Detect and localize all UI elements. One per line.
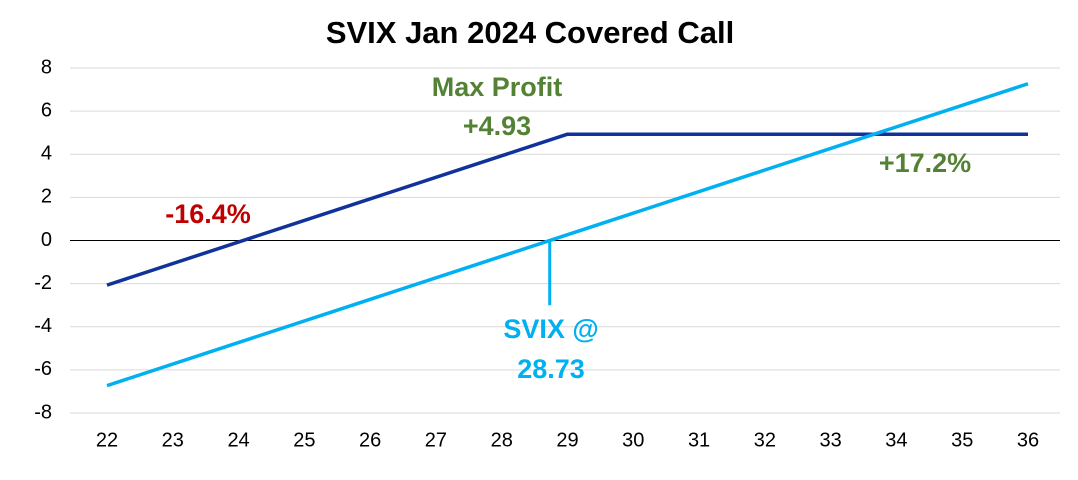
chart-title: SVIX Jan 2024 Covered Call: [326, 15, 734, 50]
x-tick-label: 34: [885, 429, 907, 451]
y-tick-label: -6: [34, 358, 52, 380]
x-tick-label: 22: [96, 429, 118, 451]
annotation: SVIX @: [503, 314, 598, 344]
x-tick-label: 24: [227, 429, 249, 451]
y-tick-label: 4: [41, 143, 52, 165]
x-tick-label: 25: [293, 429, 315, 451]
y-tick-label: -4: [34, 315, 52, 337]
x-tick-label: 29: [556, 429, 578, 451]
y-tick-label: 8: [41, 56, 52, 78]
series-line: [106, 82, 1029, 388]
x-tick-label: 27: [425, 429, 447, 451]
x-tick-label: 23: [162, 429, 184, 451]
x-tick-label: 30: [622, 429, 644, 451]
x-tick-label: 32: [754, 429, 776, 451]
y-tick-label: -2: [34, 272, 52, 294]
y-tick-label: 6: [41, 99, 52, 121]
annotation: Max Profit: [432, 72, 563, 102]
y-tick-label: 2: [41, 186, 52, 208]
x-tick-label: 28: [491, 429, 513, 451]
x-tick-label: 26: [359, 429, 381, 451]
x-tick-label: 35: [951, 429, 973, 451]
x-tick-label: 36: [1017, 429, 1039, 451]
annotation: +4.93: [463, 111, 531, 141]
y-tick-label: 0: [41, 229, 52, 251]
annotation: +17.2%: [879, 148, 971, 178]
x-tick-label: 33: [820, 429, 842, 451]
annotation: 28.73: [517, 354, 585, 384]
y-tick-label: -8: [34, 401, 52, 423]
x-tick-label: 31: [688, 429, 710, 451]
annotation: -16.4%: [165, 199, 251, 229]
